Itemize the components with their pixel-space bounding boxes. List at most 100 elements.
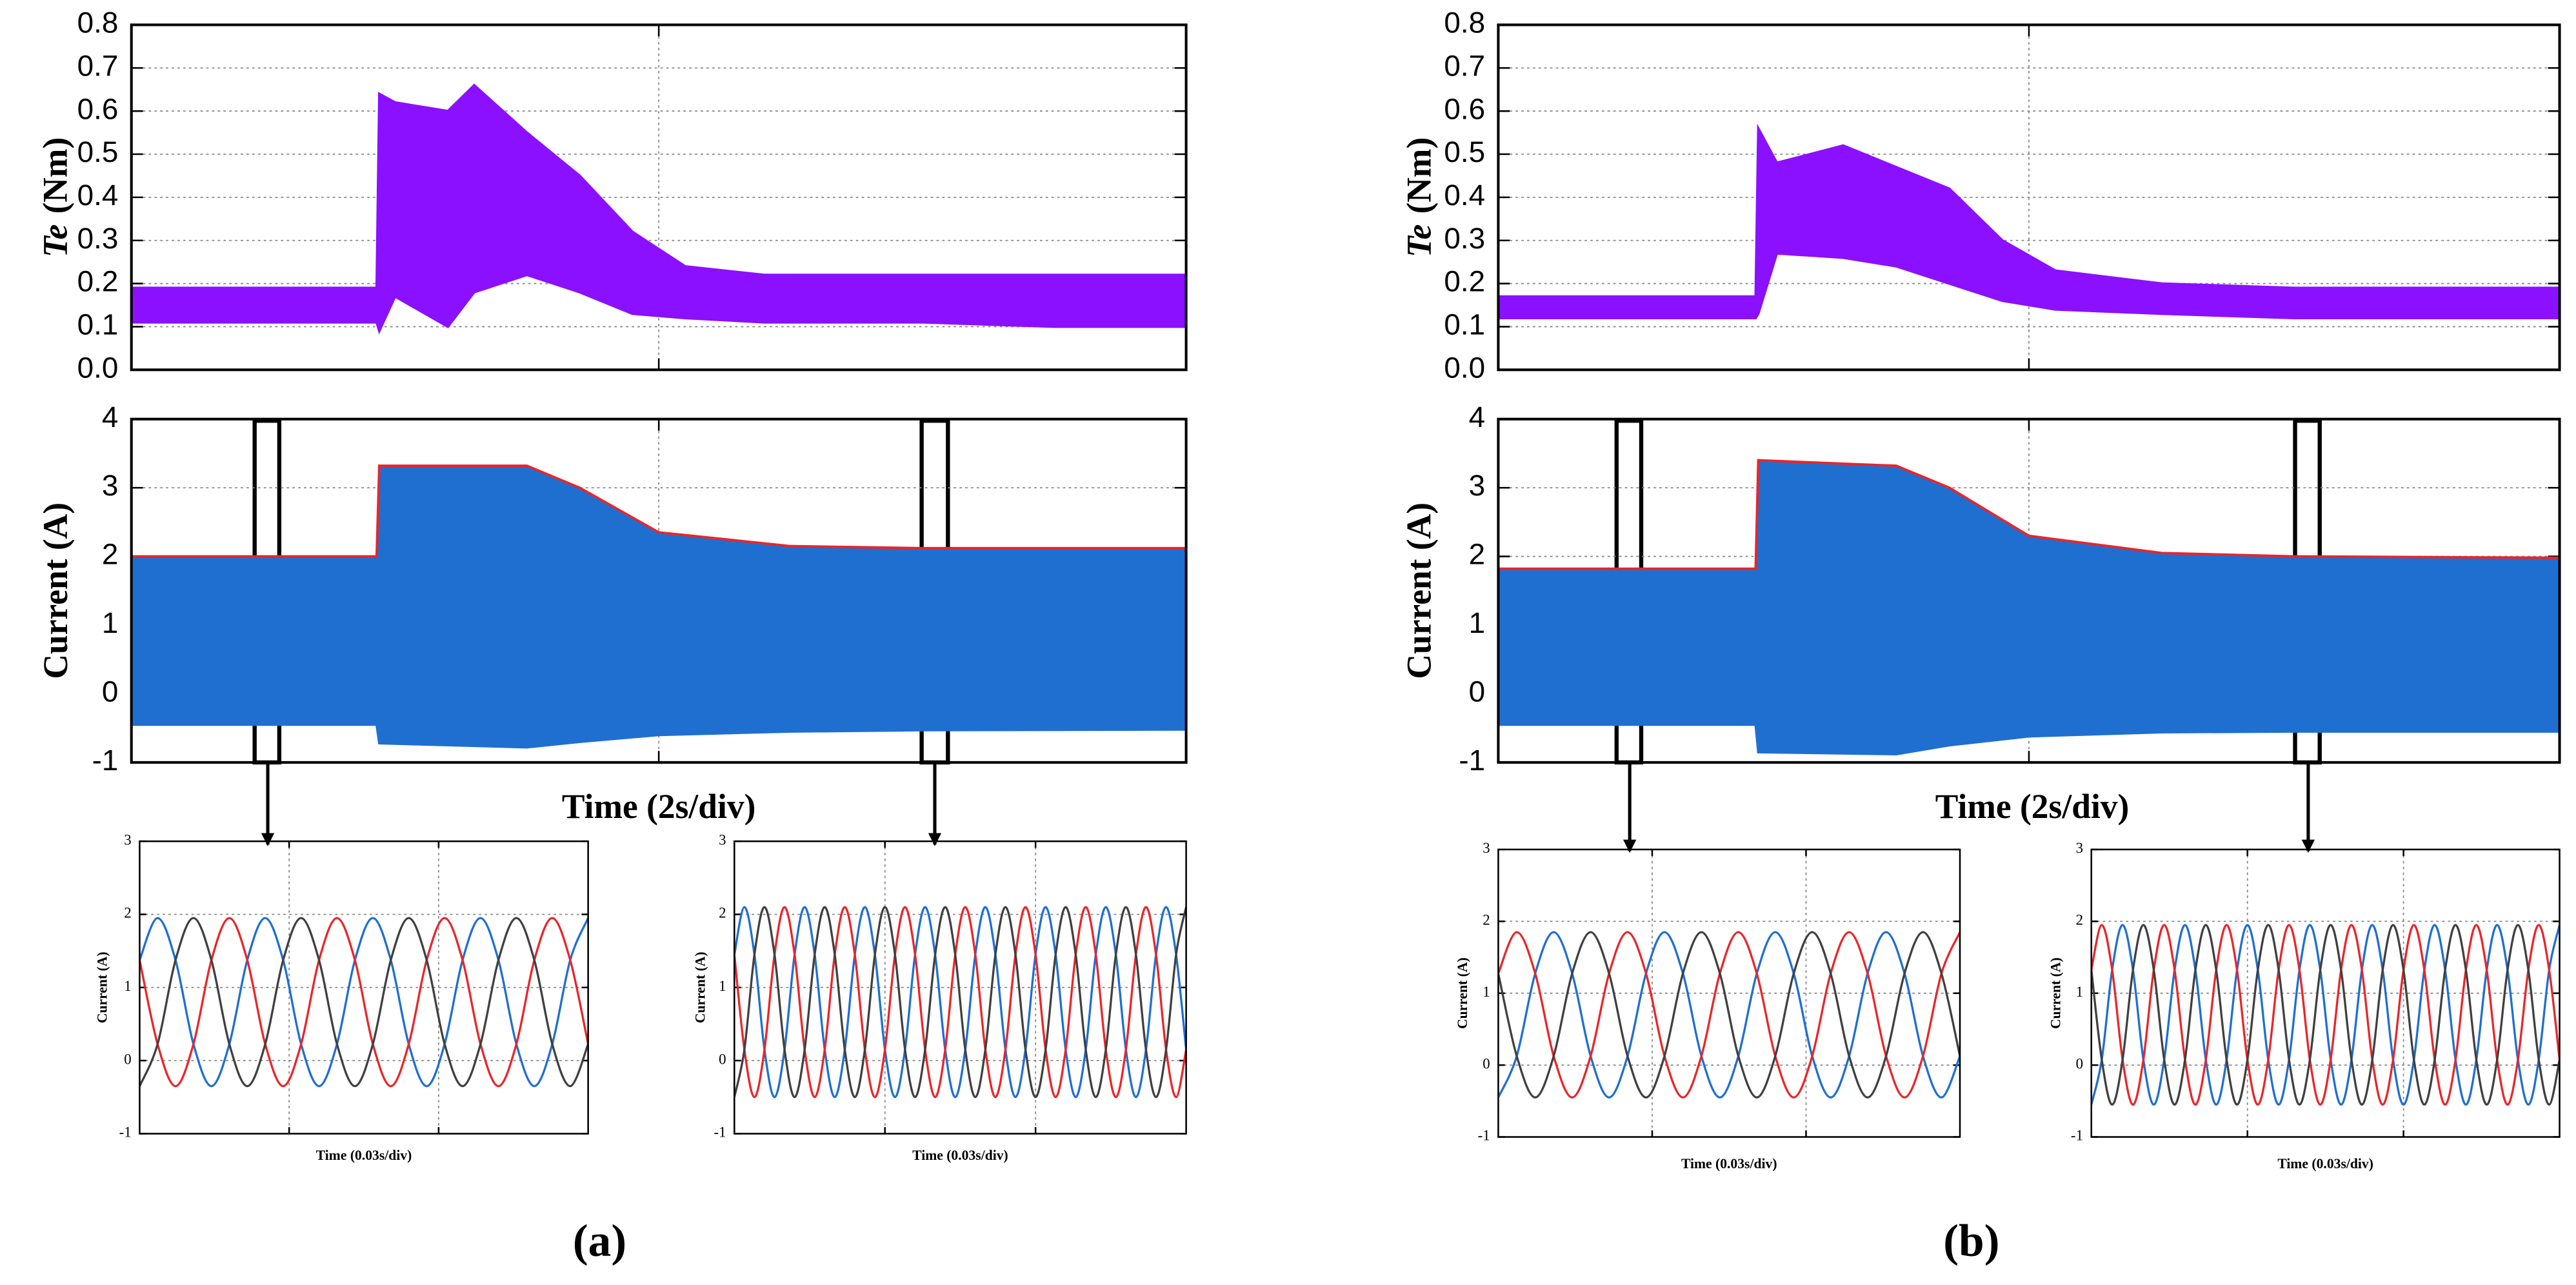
envelope-line bbox=[1498, 723, 2560, 756]
plot-area bbox=[734, 906, 1186, 1099]
y-axis-label-unit: (Nm) bbox=[1400, 137, 1439, 214]
y-tick-label: 0.1 bbox=[77, 308, 119, 341]
y-tick-label: 0.7 bbox=[77, 49, 119, 82]
y-tick-label: 4 bbox=[102, 401, 119, 433]
chart-panel: 0.0 0.1 0.2 0.3 0.4 0.5 0.6 0.7 0.8 Te (Nm) bbox=[36, 6, 1188, 384]
phase-current bbox=[2091, 924, 2560, 1106]
y-axis-label-italic: Te bbox=[36, 224, 75, 258]
signal-band bbox=[1498, 128, 2560, 319]
envelope-line bbox=[131, 83, 1186, 290]
y-axis-label: Current (A) bbox=[36, 503, 75, 679]
phase-current bbox=[734, 906, 1186, 1099]
chart-panel: -1 0 1 2 3 4 Current (A) Time (2s/div) bbox=[1400, 401, 2561, 826]
envelope-line bbox=[131, 464, 1186, 558]
y-tick-label: 0.3 bbox=[1444, 222, 1485, 255]
y-tick-label: 0.4 bbox=[1444, 179, 1485, 212]
y-tick-label: 0 bbox=[1483, 1055, 1490, 1071]
y-tick-label: 0.3 bbox=[77, 222, 119, 255]
envelope-line bbox=[1498, 123, 2560, 298]
y-tick-label: -1 bbox=[119, 1124, 132, 1141]
y-axis-label: Current (A) bbox=[692, 951, 708, 1023]
y-axis-label-unit: (Nm) bbox=[36, 137, 75, 214]
y-tick-label: 0.1 bbox=[1444, 308, 1485, 341]
chart-panel: -1 0 1 2 3 Current (A) Time (0.03s/div) bbox=[94, 832, 589, 1163]
y-tick-label: 3 bbox=[102, 469, 119, 502]
plot-area bbox=[139, 917, 588, 1088]
y-tick-label: 0 bbox=[102, 675, 119, 708]
y-tick-label: 0 bbox=[124, 1051, 131, 1067]
y-tick-label: 0.8 bbox=[1444, 6, 1485, 39]
y-tick-label: 0.6 bbox=[1444, 92, 1485, 125]
y-tick-label: 1 bbox=[1469, 606, 1486, 639]
phase-current bbox=[734, 906, 1186, 1099]
y-tick-label: 3 bbox=[1483, 840, 1490, 856]
y-tick-label: 3 bbox=[1469, 469, 1486, 502]
y-axis-label: Te (Nm) bbox=[36, 137, 75, 257]
plot-frame bbox=[1497, 417, 2561, 764]
y-axis-label: Current (A) bbox=[1400, 503, 1439, 679]
plot-area bbox=[131, 83, 1186, 335]
y-tick-label: 0.5 bbox=[77, 135, 119, 168]
y-tick-label: 1 bbox=[124, 978, 131, 994]
plot-frame bbox=[139, 840, 589, 1135]
phase-current bbox=[2091, 924, 2560, 1106]
phase-current bbox=[1498, 931, 1961, 1099]
y-tick-label: 0.4 bbox=[77, 179, 119, 212]
y-tick-label: 1 bbox=[2076, 984, 2083, 1000]
y-tick-label: 0 bbox=[1469, 675, 1486, 708]
plot-area bbox=[2091, 924, 2560, 1106]
y-tick-label: 0.8 bbox=[77, 6, 119, 39]
y-tick-label: 0 bbox=[719, 1051, 726, 1067]
y-tick-label: 0.0 bbox=[77, 351, 119, 384]
plot-frame bbox=[2090, 848, 2561, 1138]
y-axis-label-italic: Te bbox=[1400, 224, 1439, 258]
y-tick-label: 3 bbox=[719, 832, 726, 848]
phase-current bbox=[139, 917, 588, 1088]
plot-frame bbox=[130, 23, 1188, 372]
envelope-line bbox=[1498, 459, 2560, 570]
plot-area bbox=[1498, 931, 1961, 1099]
panel-label: (a) bbox=[573, 1215, 626, 1266]
signal-band bbox=[131, 466, 1186, 748]
y-tick-label: 0.7 bbox=[1444, 49, 1485, 82]
y-tick-label: 0.6 bbox=[77, 92, 119, 125]
chart-panel: -1 0 1 2 3 4 Current (A) Time (2s/div) bbox=[36, 401, 1188, 826]
phase-current bbox=[1498, 931, 1961, 1099]
chart-panel: -1 0 1 2 3 Current (A) Time (0.03s/div) bbox=[2048, 840, 2561, 1171]
signal-band bbox=[1498, 460, 2560, 755]
plot-area bbox=[1498, 459, 2560, 756]
phase-current bbox=[1498, 931, 1961, 1099]
y-tick-label: 3 bbox=[2076, 840, 2083, 856]
x-axis-label: Time (0.03s/div) bbox=[316, 1148, 412, 1163]
y-tick-label: -1 bbox=[92, 744, 119, 777]
y-axis-label: Te (Nm) bbox=[1400, 137, 1439, 257]
y-tick-label: 2 bbox=[1483, 912, 1490, 928]
plot-area bbox=[131, 464, 1186, 749]
y-tick-label: 2 bbox=[2076, 912, 2083, 928]
y-tick-label: -1 bbox=[1478, 1128, 1490, 1144]
y-axis-label: Current (A) bbox=[2048, 957, 2063, 1029]
signal-band bbox=[131, 85, 1186, 332]
y-tick-label: 0.5 bbox=[1444, 135, 1485, 168]
y-tick-label: 0.0 bbox=[1444, 351, 1485, 384]
envelope-line bbox=[131, 274, 1186, 335]
plot-frame bbox=[734, 840, 1187, 1135]
y-axis-label: Current (A) bbox=[1455, 957, 1470, 1029]
y-tick-label: 1 bbox=[1483, 984, 1490, 1000]
plot-frame bbox=[1497, 23, 2561, 372]
chart-panel: 0.0 0.1 0.2 0.3 0.4 0.5 0.6 0.7 0.8 Te (Nm) bbox=[1400, 6, 2561, 384]
y-tick-label: 2 bbox=[102, 538, 119, 571]
x-axis-label: Time (2s/div) bbox=[1935, 787, 2130, 826]
envelope-line bbox=[131, 723, 1186, 749]
y-tick-label: -1 bbox=[714, 1124, 726, 1141]
x-axis-label: Time (0.03s/div) bbox=[1681, 1156, 1777, 1171]
chart-panel: -1 0 1 2 3 Current (A) Time (0.03s/div) bbox=[692, 832, 1187, 1163]
plot-area bbox=[1498, 123, 2560, 319]
y-tick-label: 1 bbox=[102, 606, 119, 639]
x-axis-label: Time (0.03s/div) bbox=[912, 1148, 1008, 1163]
y-tick-label: 0 bbox=[2076, 1055, 2083, 1071]
y-tick-label: -1 bbox=[1459, 744, 1485, 777]
x-axis-label: Time (2s/div) bbox=[562, 787, 756, 826]
